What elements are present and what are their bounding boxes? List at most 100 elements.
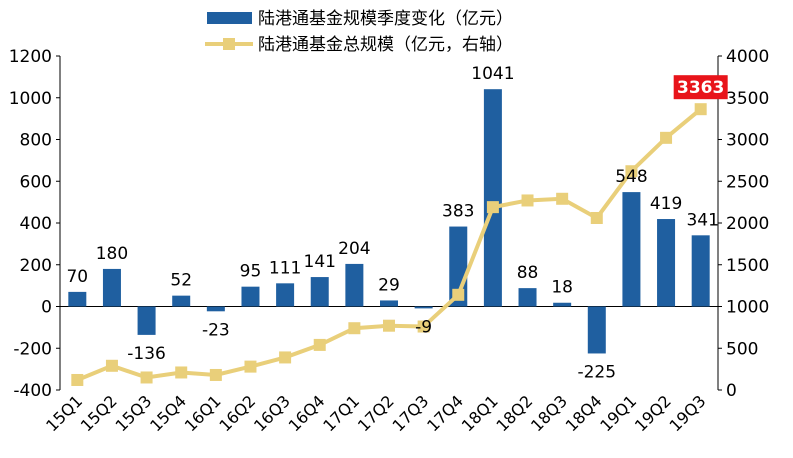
bar-data-label: -225 <box>577 362 616 382</box>
legend-line-marker <box>223 38 235 50</box>
line-marker <box>348 322 361 335</box>
highlight-label-box <box>673 75 728 100</box>
line-marker <box>140 371 153 384</box>
left-tick-label: 1200 <box>9 47 52 67</box>
bar-data-label: 52 <box>170 271 192 291</box>
left-tick-label: 600 <box>20 172 52 192</box>
bar <box>691 235 710 307</box>
line-marker <box>175 366 188 379</box>
bar <box>345 263 364 307</box>
category-label: 17Q4 <box>423 391 467 435</box>
bar <box>241 286 260 307</box>
category-label: 17Q1 <box>319 391 363 435</box>
bar-data-label: 18 <box>551 278 573 298</box>
category-label: 19Q2 <box>631 391 675 435</box>
line-marker <box>625 165 638 178</box>
bar <box>414 306 433 309</box>
axes: -400 -200 0 200 400 600 800 1000 1200 0 500 1000 150… <box>9 47 770 435</box>
line-marker <box>209 368 222 381</box>
bar-data-label: 111 <box>269 258 301 278</box>
line-marker <box>556 192 569 205</box>
category-label: 15Q3 <box>111 391 155 435</box>
category-label: 17Q3 <box>389 391 433 435</box>
bar <box>276 283 295 307</box>
bar-data-label: 419 <box>650 194 682 214</box>
line-series <box>71 103 707 386</box>
highlight-label-text: 3363 <box>677 78 724 98</box>
left-tick-label: -200 <box>13 339 52 359</box>
bar-data-label: 383 <box>442 202 474 222</box>
bar-data-label: 341 <box>686 210 718 230</box>
legend-bar-label: 陆港通基金规模季度变化（亿元） <box>258 9 513 29</box>
line-marker <box>590 211 603 224</box>
line-marker <box>521 194 534 207</box>
bar-data-label: -23 <box>202 320 230 340</box>
right-tick-label: 2000 <box>726 214 769 234</box>
category-label: 18Q4 <box>562 391 606 435</box>
line-marker <box>660 131 673 144</box>
right-tick-label: 4000 <box>726 47 769 67</box>
line-marker <box>71 373 84 386</box>
bar-data-label: -136 <box>127 344 166 364</box>
line-marker <box>417 320 430 333</box>
right-tick-label: 3500 <box>726 89 769 109</box>
category-label: 15Q2 <box>77 391 121 435</box>
bar <box>137 306 156 335</box>
bar <box>172 295 191 307</box>
bar <box>657 219 676 307</box>
total-line <box>76 107 702 382</box>
category-label: 18Q1 <box>458 391 502 435</box>
category-label: 19Q1 <box>596 391 640 435</box>
bar <box>553 302 572 307</box>
bar-series <box>68 89 710 354</box>
bar-data-label: 180 <box>96 244 128 264</box>
left-tick-label: 0 <box>41 298 52 318</box>
bar-data-label: 141 <box>304 252 336 272</box>
line-marker <box>694 103 707 116</box>
bar-data-label: 1041 <box>471 64 514 84</box>
bar <box>310 277 329 307</box>
category-label: 18Q2 <box>492 391 536 435</box>
category-label: 16Q3 <box>250 391 294 435</box>
bar <box>518 288 537 307</box>
line-marker <box>279 351 292 364</box>
bar-data-label: 204 <box>338 239 370 259</box>
right-tick-label: 0 <box>726 381 737 401</box>
bar <box>587 306 606 354</box>
right-tick-label: 1500 <box>726 256 769 276</box>
category-label: 19Q3 <box>666 391 710 435</box>
bar-data-label: -9 <box>415 317 432 337</box>
left-tick-label: -400 <box>13 381 52 401</box>
right-tick-label: 500 <box>726 339 758 359</box>
bar <box>68 291 87 307</box>
legend: 陆港通基金规模季度变化（亿元） 陆港通基金总规模（亿元，右轴） <box>205 9 513 55</box>
bar-data-label: 95 <box>240 262 262 282</box>
category-label: 15Q4 <box>146 391 190 435</box>
bar <box>483 89 502 307</box>
category-label: 17Q2 <box>354 391 398 435</box>
legend-bar-swatch <box>207 12 252 24</box>
right-tick-label: 2500 <box>726 172 769 192</box>
bar <box>622 192 641 307</box>
left-tick-label: 1000 <box>9 89 52 109</box>
line-marker <box>244 360 257 373</box>
line-marker <box>486 201 499 214</box>
category-label: 18Q3 <box>527 391 571 435</box>
left-tick-label: 400 <box>20 214 52 234</box>
bar <box>380 300 398 307</box>
left-tick-label: 200 <box>20 256 52 276</box>
bar-data-label: 70 <box>66 267 88 287</box>
bar <box>206 306 225 312</box>
legend-line-label: 陆港通基金总规模（亿元，右轴） <box>258 35 513 55</box>
right-tick-label: 3000 <box>726 131 769 151</box>
bar <box>102 268 121 307</box>
right-tick-label: 1000 <box>726 298 769 318</box>
bar-data-label: 88 <box>517 263 539 283</box>
bar-data-label: 29 <box>378 275 400 295</box>
line-marker <box>452 288 465 301</box>
left-tick-label: 800 <box>20 131 52 151</box>
category-label: 16Q4 <box>285 391 329 435</box>
line-marker <box>383 319 395 332</box>
